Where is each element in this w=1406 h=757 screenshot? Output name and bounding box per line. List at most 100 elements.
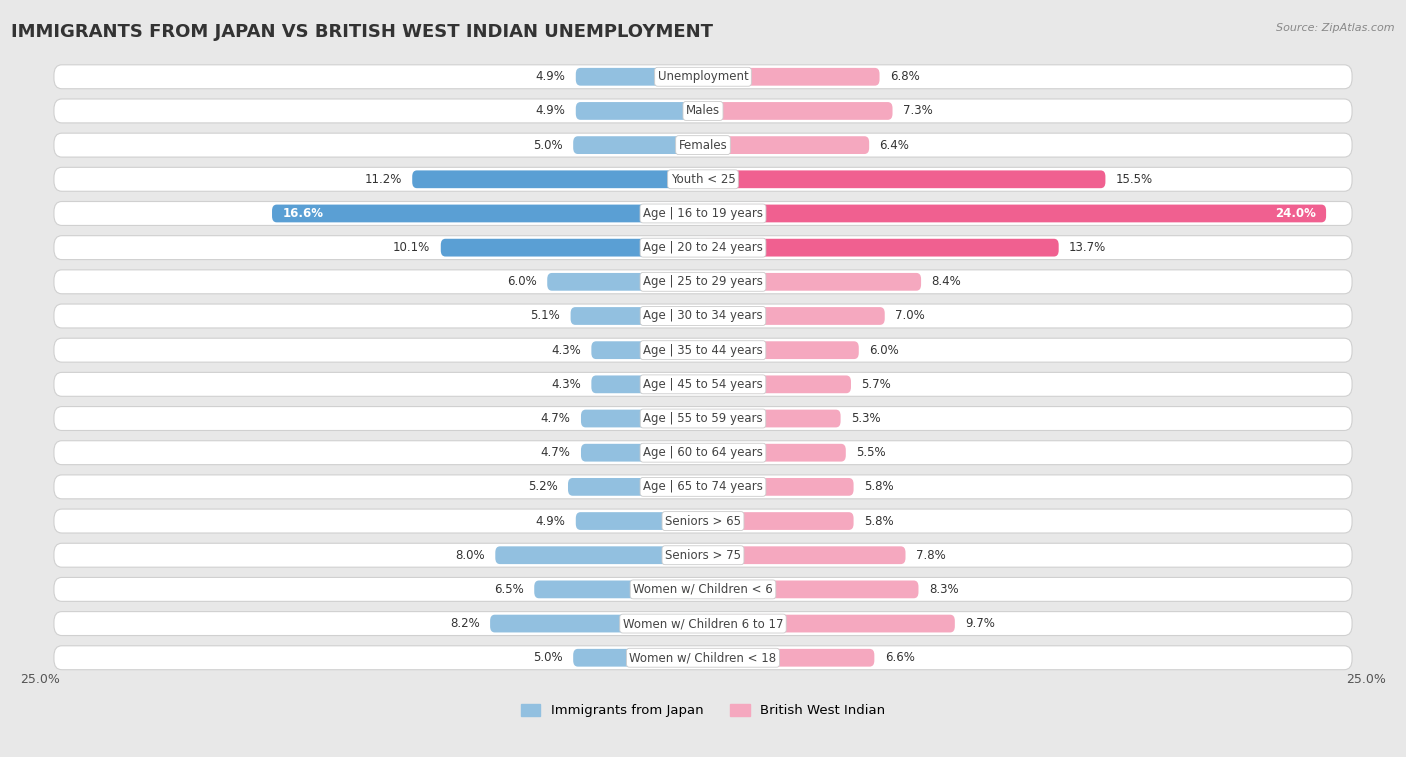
FancyBboxPatch shape xyxy=(53,646,1353,670)
Text: 8.3%: 8.3% xyxy=(929,583,959,596)
Text: 6.0%: 6.0% xyxy=(869,344,898,357)
Text: IMMIGRANTS FROM JAPAN VS BRITISH WEST INDIAN UNEMPLOYMENT: IMMIGRANTS FROM JAPAN VS BRITISH WEST IN… xyxy=(11,23,713,41)
Text: Seniors > 75: Seniors > 75 xyxy=(665,549,741,562)
FancyBboxPatch shape xyxy=(53,99,1353,123)
FancyBboxPatch shape xyxy=(53,372,1353,397)
FancyBboxPatch shape xyxy=(441,238,703,257)
FancyBboxPatch shape xyxy=(574,649,703,667)
Text: 8.4%: 8.4% xyxy=(931,276,962,288)
FancyBboxPatch shape xyxy=(703,615,955,632)
FancyBboxPatch shape xyxy=(703,649,875,667)
FancyBboxPatch shape xyxy=(53,235,1353,260)
Text: Women w/ Children < 18: Women w/ Children < 18 xyxy=(630,651,776,664)
Text: 6.5%: 6.5% xyxy=(494,583,524,596)
Text: 5.0%: 5.0% xyxy=(533,651,562,664)
FancyBboxPatch shape xyxy=(703,581,918,598)
Text: 6.4%: 6.4% xyxy=(880,139,910,151)
FancyBboxPatch shape xyxy=(703,547,905,564)
FancyBboxPatch shape xyxy=(53,475,1353,499)
FancyBboxPatch shape xyxy=(703,375,851,393)
FancyBboxPatch shape xyxy=(703,273,921,291)
FancyBboxPatch shape xyxy=(568,478,703,496)
FancyBboxPatch shape xyxy=(53,201,1353,226)
FancyBboxPatch shape xyxy=(412,170,703,188)
Text: Age | 60 to 64 years: Age | 60 to 64 years xyxy=(643,446,763,459)
FancyBboxPatch shape xyxy=(53,167,1353,192)
Text: 4.3%: 4.3% xyxy=(551,378,581,391)
Text: 5.0%: 5.0% xyxy=(533,139,562,151)
Text: 7.0%: 7.0% xyxy=(896,310,925,322)
Text: Age | 30 to 34 years: Age | 30 to 34 years xyxy=(643,310,763,322)
Text: 4.9%: 4.9% xyxy=(536,70,565,83)
Text: Age | 16 to 19 years: Age | 16 to 19 years xyxy=(643,207,763,220)
Text: 7.3%: 7.3% xyxy=(903,104,932,117)
Legend: Immigrants from Japan, British West Indian: Immigrants from Japan, British West Indi… xyxy=(516,699,890,723)
FancyBboxPatch shape xyxy=(703,444,846,462)
Text: 25.0%: 25.0% xyxy=(20,674,60,687)
Text: 4.9%: 4.9% xyxy=(536,104,565,117)
Text: Women w/ Children < 6: Women w/ Children < 6 xyxy=(633,583,773,596)
Text: 10.1%: 10.1% xyxy=(394,241,430,254)
Text: 25.0%: 25.0% xyxy=(1346,674,1386,687)
Text: 5.1%: 5.1% xyxy=(530,310,560,322)
Text: Age | 45 to 54 years: Age | 45 to 54 years xyxy=(643,378,763,391)
FancyBboxPatch shape xyxy=(53,544,1353,567)
FancyBboxPatch shape xyxy=(581,444,703,462)
FancyBboxPatch shape xyxy=(703,410,841,428)
FancyBboxPatch shape xyxy=(53,441,1353,465)
Text: 4.3%: 4.3% xyxy=(551,344,581,357)
FancyBboxPatch shape xyxy=(53,578,1353,601)
Text: 5.5%: 5.5% xyxy=(856,446,886,459)
Text: Males: Males xyxy=(686,104,720,117)
FancyBboxPatch shape xyxy=(576,68,703,86)
FancyBboxPatch shape xyxy=(53,133,1353,157)
FancyBboxPatch shape xyxy=(547,273,703,291)
FancyBboxPatch shape xyxy=(53,304,1353,328)
Text: Source: ZipAtlas.com: Source: ZipAtlas.com xyxy=(1277,23,1395,33)
Text: Age | 55 to 59 years: Age | 55 to 59 years xyxy=(643,412,763,425)
Text: 6.6%: 6.6% xyxy=(884,651,915,664)
Text: Unemployment: Unemployment xyxy=(658,70,748,83)
FancyBboxPatch shape xyxy=(703,512,853,530)
Text: 9.7%: 9.7% xyxy=(965,617,995,630)
FancyBboxPatch shape xyxy=(53,338,1353,362)
Text: 5.8%: 5.8% xyxy=(863,481,894,494)
FancyBboxPatch shape xyxy=(53,612,1353,636)
FancyBboxPatch shape xyxy=(53,65,1353,89)
FancyBboxPatch shape xyxy=(491,615,703,632)
FancyBboxPatch shape xyxy=(571,307,703,325)
FancyBboxPatch shape xyxy=(581,410,703,428)
FancyBboxPatch shape xyxy=(703,102,893,120)
FancyBboxPatch shape xyxy=(703,307,884,325)
Text: Age | 20 to 24 years: Age | 20 to 24 years xyxy=(643,241,763,254)
FancyBboxPatch shape xyxy=(574,136,703,154)
Text: Seniors > 65: Seniors > 65 xyxy=(665,515,741,528)
FancyBboxPatch shape xyxy=(495,547,703,564)
FancyBboxPatch shape xyxy=(703,204,1326,223)
FancyBboxPatch shape xyxy=(703,136,869,154)
Text: Age | 65 to 74 years: Age | 65 to 74 years xyxy=(643,481,763,494)
FancyBboxPatch shape xyxy=(53,509,1353,533)
FancyBboxPatch shape xyxy=(576,102,703,120)
Text: 15.5%: 15.5% xyxy=(1116,173,1153,185)
Text: 11.2%: 11.2% xyxy=(364,173,402,185)
FancyBboxPatch shape xyxy=(576,512,703,530)
Text: 8.0%: 8.0% xyxy=(456,549,485,562)
Text: Females: Females xyxy=(679,139,727,151)
Text: 7.8%: 7.8% xyxy=(915,549,946,562)
Text: 16.6%: 16.6% xyxy=(283,207,323,220)
Text: 13.7%: 13.7% xyxy=(1069,241,1107,254)
FancyBboxPatch shape xyxy=(703,170,1105,188)
FancyBboxPatch shape xyxy=(703,478,853,496)
Text: 4.9%: 4.9% xyxy=(536,515,565,528)
Text: 5.8%: 5.8% xyxy=(863,515,894,528)
FancyBboxPatch shape xyxy=(703,68,880,86)
FancyBboxPatch shape xyxy=(592,341,703,359)
FancyBboxPatch shape xyxy=(703,341,859,359)
FancyBboxPatch shape xyxy=(271,204,703,223)
Text: Age | 35 to 44 years: Age | 35 to 44 years xyxy=(643,344,763,357)
Text: 8.2%: 8.2% xyxy=(450,617,479,630)
FancyBboxPatch shape xyxy=(592,375,703,393)
Text: 4.7%: 4.7% xyxy=(541,412,571,425)
Text: 6.8%: 6.8% xyxy=(890,70,920,83)
